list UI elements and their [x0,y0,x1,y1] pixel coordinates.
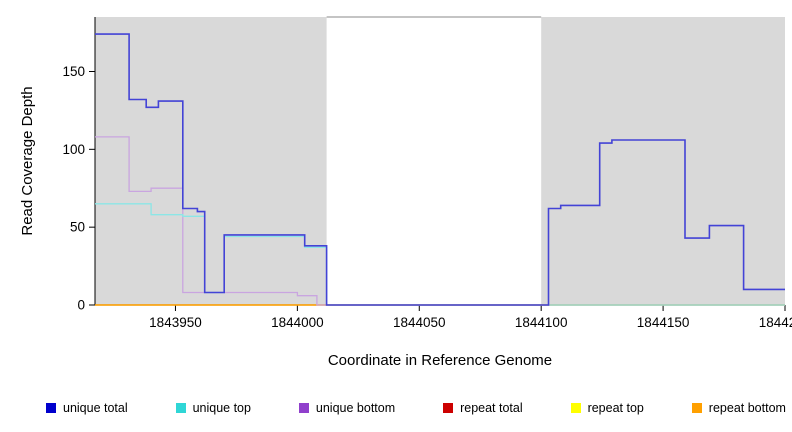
x-tick-label: 1844000 [271,315,324,330]
legend-item: repeat bottom [691,401,786,415]
y-tick-label: 100 [62,142,85,157]
legend-item-label: repeat total [460,401,523,415]
legend-swatch-icon [298,403,309,413]
x-tick-label: 1844050 [393,315,446,330]
legend-item-label: repeat bottom [708,401,786,415]
x-tick-label: 1843950 [149,315,202,330]
x-tick-label: 1844100 [515,315,568,330]
y-tick-label: 150 [62,64,85,79]
plot-area: 1843950 1844000 1844050 1844100 1844150 18442… [62,16,792,330]
shaded-region [95,17,327,305]
legend-item-label: unique bottom [315,401,396,415]
legend-swatch-icon [691,403,702,413]
x-axis-label: Coordinate in Reference Genome [327,352,553,369]
series-unique-total [95,33,785,306]
x-tick-label: 1844150 [637,315,690,330]
legend: unique total unique top unique bottom repea… [46,401,786,415]
y-axis-label: Read Coverage Depth [19,86,36,236]
legend-item-label: unique total [63,401,128,415]
y-tick-label: 50 [70,220,85,235]
legend-item: unique top [175,401,251,415]
legend-item-label: unique top [192,401,251,415]
legend-swatch-icon [570,403,581,413]
legend-item: unique bottom [298,401,396,415]
legend-item: repeat total [443,401,523,415]
legend-swatch-icon [175,403,186,413]
series-unique-bottom [95,136,785,306]
shaded-region [541,17,785,305]
legend-item: unique total [46,401,128,415]
legend-item-label: repeat top [587,401,644,415]
y-tick-label: 0 [77,298,85,313]
legend-swatch-icon [46,403,56,413]
x-tick-label: 1844200 [759,315,792,330]
legend-item: repeat top [570,401,644,415]
legend-swatch-icon [443,403,454,413]
